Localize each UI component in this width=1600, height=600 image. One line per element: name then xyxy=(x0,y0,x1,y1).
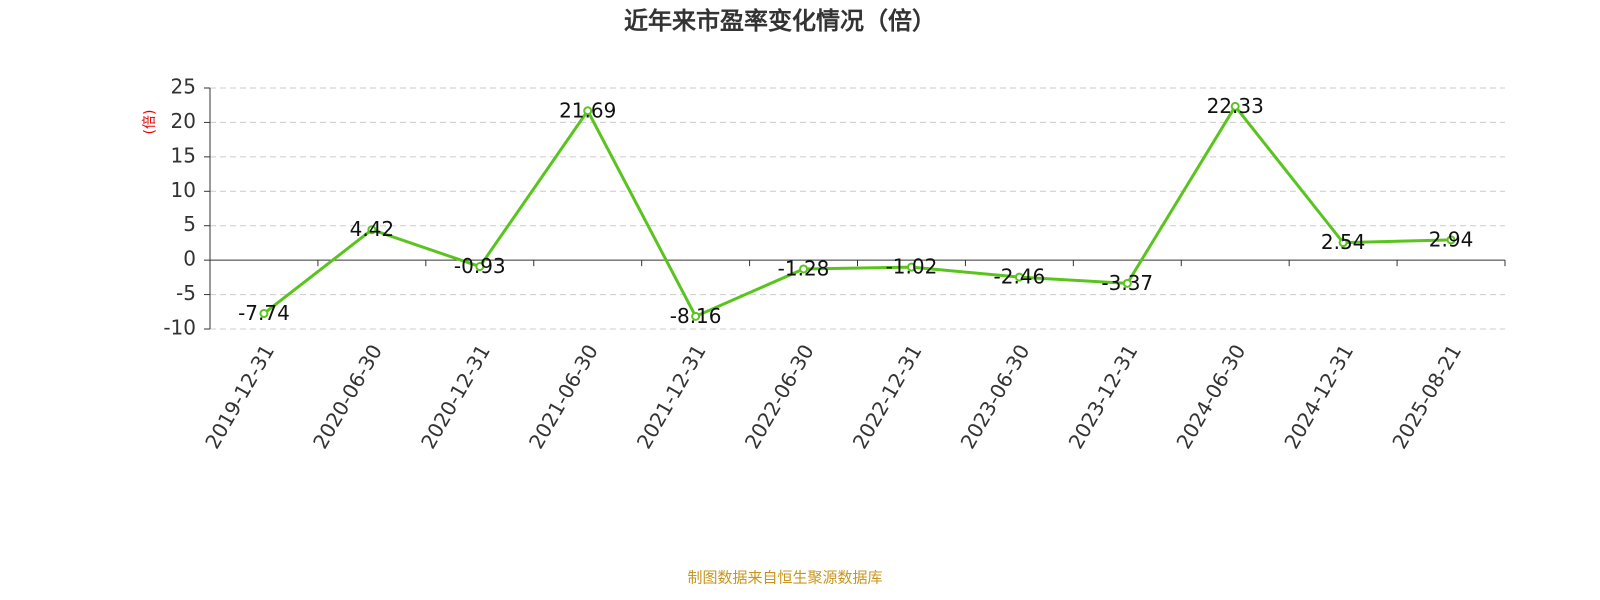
data-label: 2.94 xyxy=(1429,227,1474,251)
x-tick-label: 2021-12-31 xyxy=(632,340,711,453)
point xyxy=(1446,235,1456,245)
x-tick-label: 2023-06-30 xyxy=(956,340,1035,453)
y-tick-label: 0 xyxy=(183,247,196,271)
chart-title: 近年来市盈率变化情况（倍） xyxy=(624,7,936,35)
x-tick-label: 2023-12-31 xyxy=(1063,340,1142,453)
data-label: -0.93 xyxy=(454,254,506,278)
data-label: -3.37 xyxy=(1101,271,1153,295)
x-tick-label: 2025-08-21 xyxy=(1387,340,1466,453)
y-axis-label: (倍) xyxy=(142,110,158,135)
data-label: -7.74 xyxy=(238,301,290,325)
point xyxy=(1014,272,1024,282)
point xyxy=(1230,101,1240,111)
point xyxy=(799,264,809,274)
point xyxy=(1338,238,1348,248)
data-label: -1.02 xyxy=(886,255,938,279)
y-tick-label: -10 xyxy=(163,316,196,340)
source-note: 制图数据来自恒生聚源数据库 xyxy=(687,569,882,587)
data-label: 2.54 xyxy=(1321,230,1366,254)
x-tick-label: 2019-12-31 xyxy=(200,340,279,453)
data-label: 4.42 xyxy=(350,217,395,241)
point xyxy=(259,308,269,318)
point xyxy=(367,225,377,235)
data-label: -2.46 xyxy=(994,265,1046,289)
y-tick-label: 15 xyxy=(171,143,196,167)
y-tick-label: 5 xyxy=(183,212,196,236)
data-label: -1.28 xyxy=(778,256,830,280)
data-label: -8.16 xyxy=(670,304,722,328)
x-tick-label: 2020-12-31 xyxy=(416,340,495,453)
y-tick-label: -5 xyxy=(176,281,196,305)
point xyxy=(906,262,916,272)
y-tick-label: 25 xyxy=(171,75,196,99)
data-label: 21.69 xyxy=(559,98,616,122)
data-label: 22.33 xyxy=(1207,94,1264,118)
x-tick-label: 2022-06-30 xyxy=(740,340,819,453)
y-tick-label: 20 xyxy=(171,109,196,133)
y-tick-label: 10 xyxy=(171,178,196,202)
point xyxy=(1122,278,1132,288)
point xyxy=(691,311,701,321)
x-tick-label: 2024-06-30 xyxy=(1171,340,1250,453)
x-tick-label: 2024-12-31 xyxy=(1279,340,1358,453)
x-tick-label: 2022-12-31 xyxy=(848,340,927,453)
line xyxy=(263,103,1452,319)
point xyxy=(583,106,593,116)
x-tick-label: 2020-06-30 xyxy=(308,340,387,453)
x-tick-label: 2021-06-30 xyxy=(524,340,603,453)
point xyxy=(475,262,485,272)
